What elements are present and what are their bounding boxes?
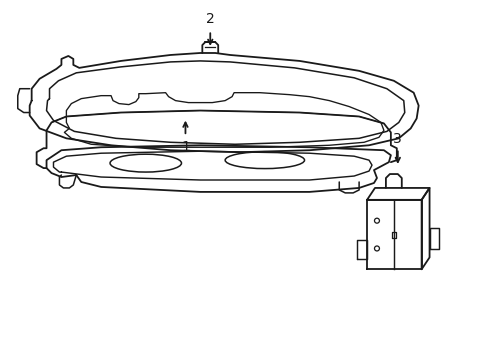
Text: 1: 1 — [181, 140, 189, 154]
Text: 2: 2 — [205, 12, 214, 26]
Text: 3: 3 — [393, 132, 401, 146]
